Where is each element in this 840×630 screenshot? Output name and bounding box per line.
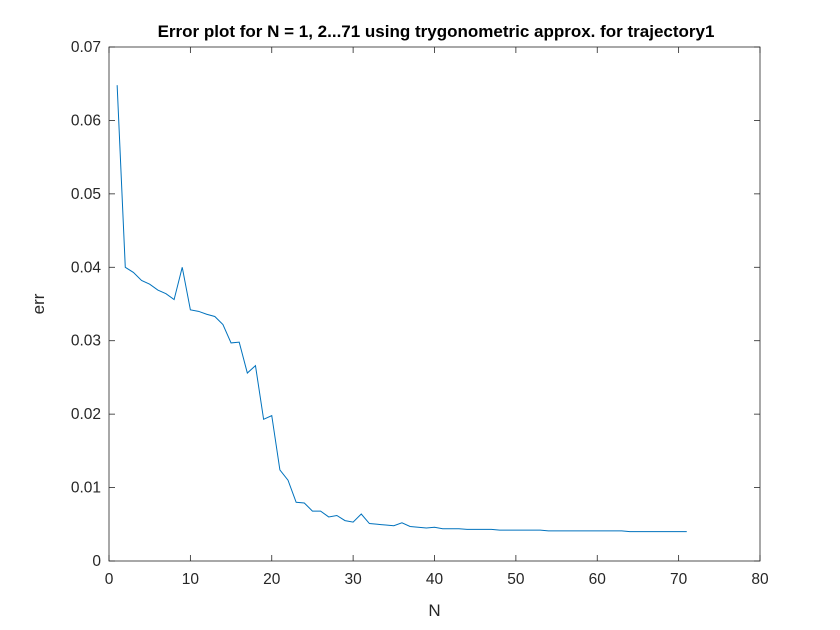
axis-ticks [108, 46, 761, 562]
x-tick-label: 20 [263, 571, 281, 588]
y-axis-label: err [29, 293, 48, 314]
x-tick-label: 70 [670, 571, 688, 588]
y-tick-label: 0.05 [71, 186, 101, 203]
y-tick-label: 0.03 [71, 333, 101, 350]
x-axis-label: N [428, 601, 440, 620]
y-tick-label: 0.06 [71, 112, 101, 129]
x-tick-label: 40 [426, 571, 444, 588]
y-tick-label: 0 [92, 553, 101, 570]
y-tick-label: 0.02 [71, 406, 101, 423]
chart-title: Error plot for N = 1, 2...71 using trygo… [158, 22, 715, 41]
x-tick-label: 50 [507, 571, 525, 588]
x-tick-label: 30 [345, 571, 363, 588]
plot-area [108, 46, 761, 562]
y-tick-label: 0.01 [71, 480, 101, 497]
x-tick-label: 10 [182, 571, 200, 588]
axis-tick-labels: 0 10 20 30 40 50 60 70 80 0 0.01 0.02 0.03 0.04 0.05 0.… [71, 39, 769, 588]
y-tick-label: 0.04 [71, 259, 102, 276]
x-tick-label: 80 [751, 571, 769, 588]
x-tick-label: 0 [105, 571, 114, 588]
y-tick-label: 0.07 [71, 39, 101, 56]
x-tick-label: 60 [589, 571, 607, 588]
series-line [116, 85, 687, 533]
